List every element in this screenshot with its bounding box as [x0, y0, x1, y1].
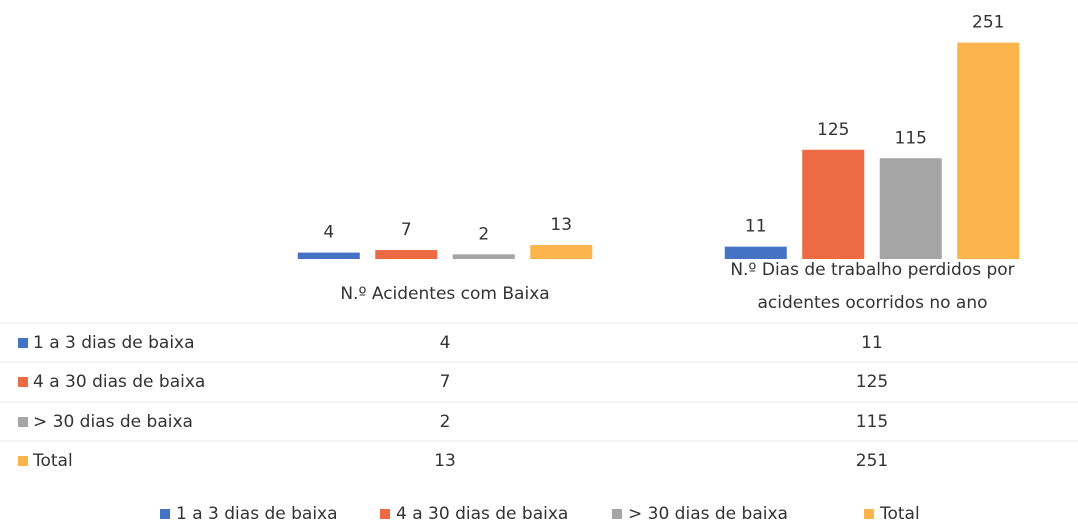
row-label: 1 a 3 dias de baixa	[33, 333, 195, 353]
legend-key	[18, 338, 28, 348]
data-label: 251	[972, 13, 1004, 33]
table-cell: 2	[440, 412, 451, 432]
legend-key	[380, 509, 390, 519]
legend-key	[18, 417, 28, 427]
table-cell: 125	[856, 372, 888, 392]
bar	[957, 42, 1020, 260]
data-label: 4	[323, 223, 334, 243]
category-label: N.º Acidentes com Baixa	[340, 284, 550, 304]
bar	[375, 250, 438, 259]
legend-key	[612, 509, 622, 519]
bar	[530, 244, 593, 259]
row-label: 4 a 30 dias de baixa	[33, 372, 205, 392]
bar	[879, 158, 942, 259]
row-label: Total	[32, 451, 73, 471]
legend-label: > 30 dias de baixa	[628, 504, 788, 524]
category-label: N.º Dias de trabalho perdidos por aciden…	[730, 260, 1015, 313]
table-cell: 4	[440, 333, 451, 353]
legend-key	[160, 509, 170, 519]
table-cell: 251	[856, 451, 888, 471]
table-cell: 115	[856, 412, 888, 432]
table-cell: 11	[861, 333, 883, 353]
legend-key	[18, 456, 28, 466]
row-label: > 30 dias de baixa	[33, 412, 193, 432]
bar	[452, 254, 515, 259]
legend-key	[18, 377, 28, 387]
data-label: 11	[745, 217, 767, 237]
bar	[802, 149, 865, 259]
legend-label: 4 a 30 dias de baixa	[396, 504, 568, 524]
data-label: 13	[550, 215, 572, 235]
legend-key	[864, 509, 874, 519]
bar	[724, 246, 787, 259]
data-label: 115	[895, 128, 927, 148]
data-label: 2	[478, 224, 489, 244]
data-label: 7	[401, 220, 412, 240]
data-label: 125	[817, 120, 849, 140]
table-cell: 7	[440, 372, 451, 392]
legend-label: Total	[879, 504, 920, 524]
legend-label: 1 a 3 dias de baixa	[176, 504, 338, 524]
table-cell: 13	[434, 451, 456, 471]
bar	[297, 252, 360, 259]
